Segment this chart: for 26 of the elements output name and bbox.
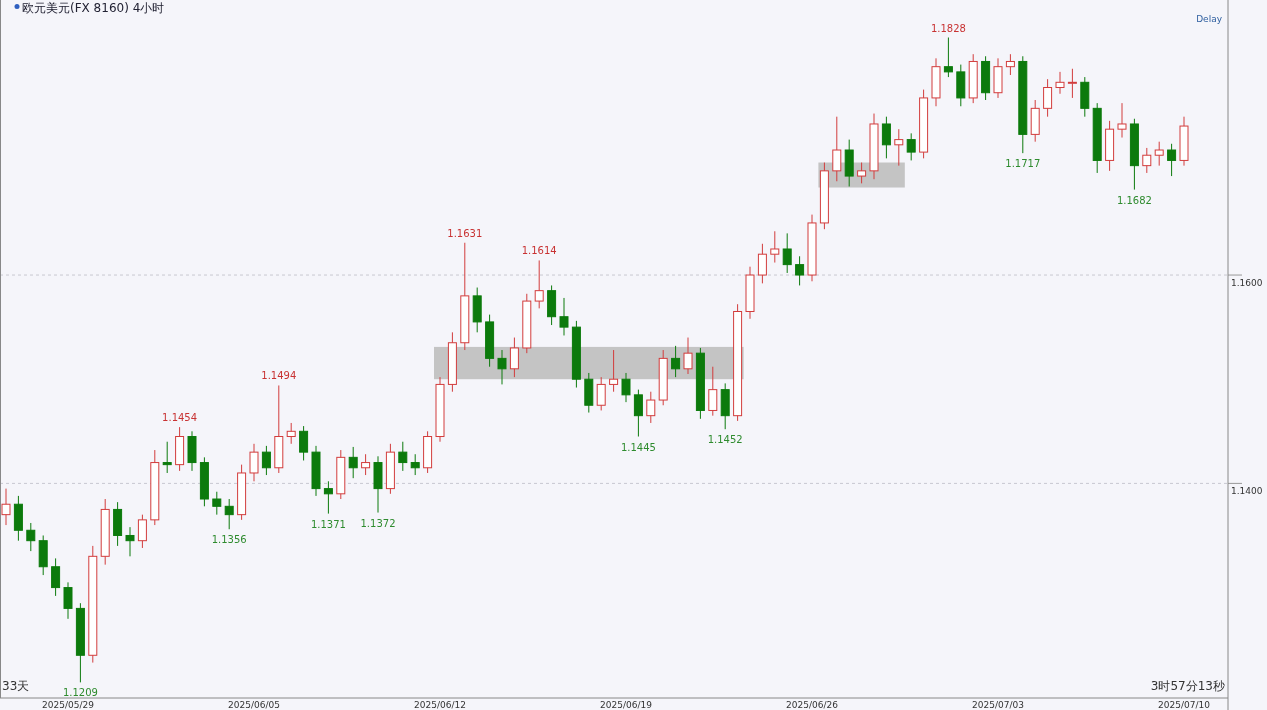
annotation: 1.1371 [310,518,346,530]
annotation: 1.1717 [1005,158,1041,170]
x-tick-label: 2025/05/29 [42,700,95,710]
annotation: 1.1452 [707,434,743,446]
annotation: 1.1614 [521,245,557,257]
x-tick-label: 2025/06/19 [600,700,653,710]
y-tick-label: 1.1400 [1231,486,1263,497]
annotation: 1.1445 [620,441,656,453]
annotation: 1.1828 [930,22,966,34]
annotation: 3时57分13秒 [1150,679,1225,693]
x-tick-label: 2025/06/26 [786,700,839,710]
x-tick-label: 2025/06/12 [414,700,466,710]
annotation: 33天 [2,679,30,693]
annotation: 1.1454 [162,412,198,424]
annotation: 1.1372 [360,517,396,529]
text: Delay [1196,14,1223,24]
annotation: 1.1209 [62,687,98,699]
annotation: 1.1631 [447,227,483,239]
annotation: 1.1494 [261,370,297,382]
x-tick-label: 2025/06/05 [228,700,280,710]
annotation: 1.1682 [1116,194,1152,206]
chart-title: 欧元美元(FX 8160) 4小时 [22,1,165,15]
x-tick-label: 2025/07/03 [972,700,1024,710]
x-tick-label: 2025/07/10 [1158,700,1211,710]
annotation: 1.1356 [211,534,247,546]
y-tick-label: 1.1600 [1231,278,1263,289]
